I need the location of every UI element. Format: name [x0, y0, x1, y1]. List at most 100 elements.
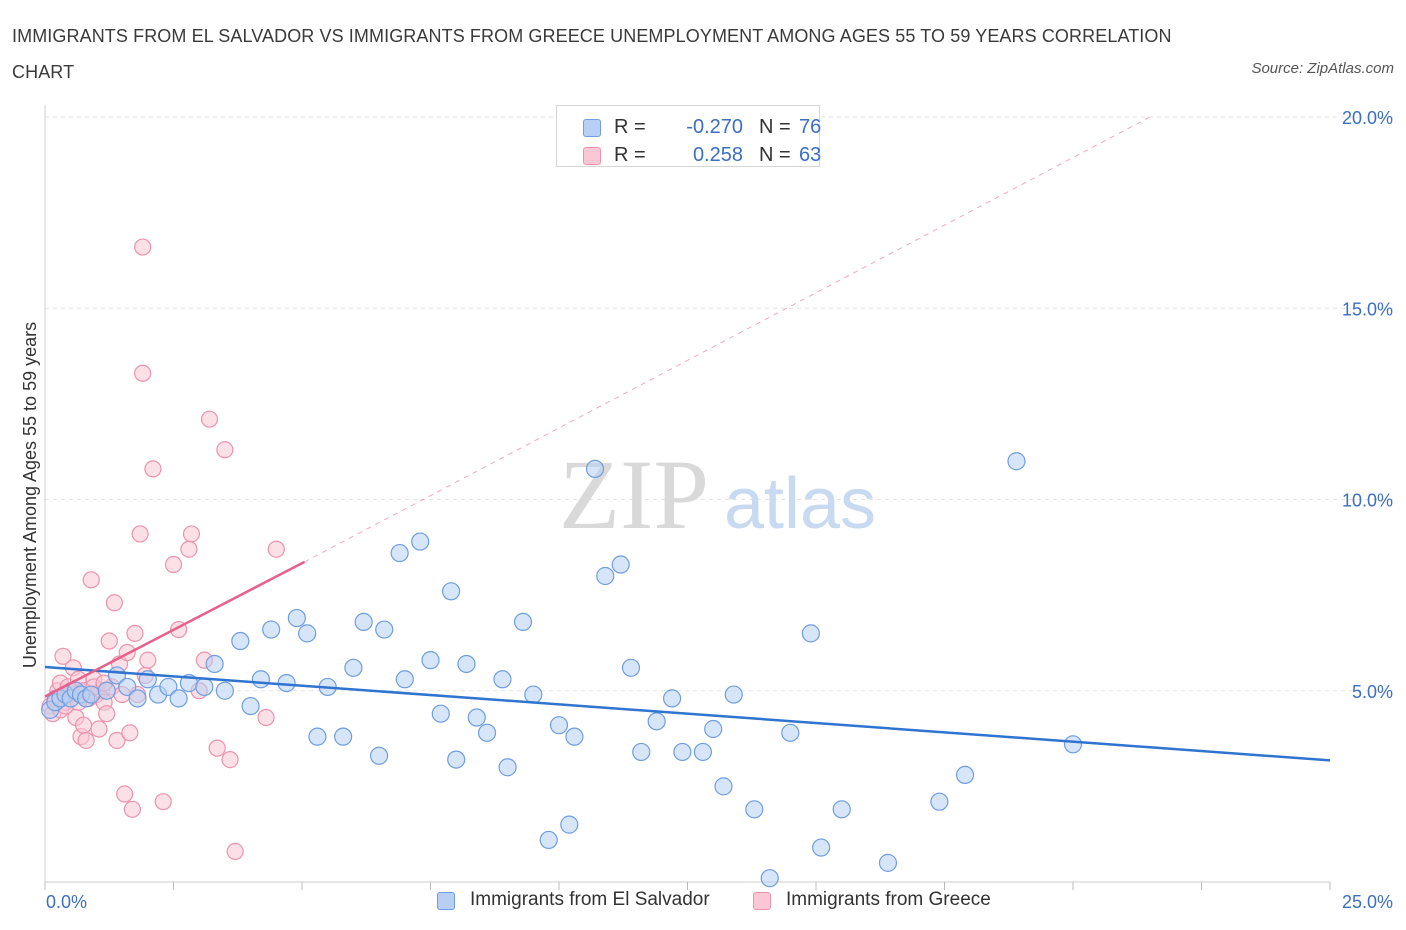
greece-point	[180, 540, 198, 558]
greece-point	[182, 525, 201, 543]
el-salvador-point	[205, 654, 224, 674]
el-salvador-point	[431, 704, 450, 723]
greece-point	[98, 705, 116, 723]
el-salvador-point	[395, 670, 414, 689]
r-label: R =	[614, 116, 646, 138]
el-salvador-point	[390, 543, 409, 563]
greece-point	[257, 708, 275, 727]
greece-point	[116, 785, 134, 803]
greece-points	[41, 238, 285, 861]
el-salvador-point	[1007, 452, 1026, 471]
el-salvador-point	[955, 765, 975, 785]
y-tick-label: 5.0%	[1352, 682, 1393, 702]
el-salvador-point	[493, 670, 512, 689]
greece-trend-line	[44, 560, 306, 698]
el-salvador-point	[724, 685, 743, 704]
greece-point	[108, 731, 126, 750]
el-salvador-point	[693, 742, 713, 762]
greece-point	[123, 800, 141, 818]
greece-point	[134, 238, 152, 256]
r-label: R =	[614, 144, 646, 166]
el-salvador-point	[524, 685, 543, 704]
el-salvador-point	[560, 815, 579, 834]
el-salvador-point	[596, 566, 615, 586]
n-value: 76	[799, 116, 822, 138]
source-label: Source: ZipAtlas.com	[1251, 60, 1394, 77]
greece-point	[221, 750, 239, 769]
el-salvador-point	[344, 658, 363, 677]
el-salvador-point	[118, 677, 137, 697]
greece-point	[216, 441, 234, 459]
grid-layer	[45, 116, 1395, 692]
el-salvador-point	[370, 746, 389, 765]
greece-point	[77, 731, 95, 750]
el-salvador-point	[241, 696, 260, 716]
el-salvador-point	[159, 677, 178, 697]
blue-swatch	[583, 119, 601, 137]
el-salvador-point	[565, 727, 584, 746]
greece-point	[90, 720, 108, 738]
el-salvador-point	[262, 620, 281, 639]
el-salvador-point	[662, 689, 682, 708]
greece-point	[134, 364, 152, 382]
greece-point	[154, 793, 172, 811]
el-salvador-point	[195, 677, 214, 697]
el-salvador-points	[41, 452, 1083, 888]
legend-label: Immigrants from El Salvador	[470, 889, 710, 910]
el-salvador-point	[801, 624, 820, 643]
el-salvador-point	[673, 742, 692, 762]
el-salvador-point	[447, 750, 466, 769]
el-salvador-point	[375, 620, 394, 639]
el-salvador-point	[467, 708, 486, 727]
el-salvador-point	[704, 719, 723, 739]
y-axis-label: Unemployment Among Ages 55 to 59 years	[20, 322, 40, 668]
el-salvador-point	[632, 742, 651, 762]
pink-swatch	[583, 147, 601, 165]
greece-point	[164, 555, 183, 574]
y-tick-labels: 5.0% 10.0% 15.0% 20.0%	[1342, 108, 1393, 702]
el-salvador-point	[513, 612, 533, 632]
pink-swatch	[753, 892, 771, 910]
el-salvador-point	[714, 777, 733, 796]
greece-point	[74, 716, 93, 734]
el-salvador-point	[215, 681, 234, 700]
el-salvador-point	[97, 681, 116, 700]
greece-point	[131, 525, 149, 543]
r-value: 0.258	[692, 144, 743, 166]
el-salvador-point	[169, 689, 188, 708]
greece-point	[126, 624, 144, 642]
el-salvador-point	[930, 792, 949, 811]
el-salvador-point	[334, 727, 353, 746]
el-salvador-point	[287, 608, 306, 628]
el-salvador-point	[832, 800, 851, 819]
el-salvador-point	[498, 758, 517, 777]
el-salvador-point	[441, 582, 461, 601]
chart-title: IMMIGRANTS FROM EL SALVADOR VS IMMIGRANT…	[12, 26, 1172, 82]
watermark-atlas: atlas	[724, 464, 876, 544]
blue-swatch	[437, 892, 455, 910]
y-tick-label: 15.0%	[1342, 299, 1393, 319]
el-salvador-point	[354, 612, 373, 632]
greece-point	[105, 594, 123, 612]
r-value: -0.270	[686, 116, 743, 138]
n-label: N =	[759, 144, 791, 166]
el-salvador-point	[539, 830, 558, 850]
el-salvador-point	[549, 716, 569, 735]
greece-point	[226, 842, 244, 861]
greece-point	[121, 724, 139, 742]
greece-point	[200, 410, 219, 428]
el-salvador-point	[457, 654, 476, 674]
x-tick-label-min: 0.0%	[46, 892, 87, 912]
y-tick-label: 20.0%	[1342, 108, 1393, 128]
el-salvador-point	[781, 723, 800, 742]
y-tick-label: 10.0%	[1342, 491, 1393, 511]
greece-point	[82, 571, 100, 589]
watermark-zip: ZIP	[559, 439, 709, 550]
el-salvador-point	[1063, 735, 1083, 754]
greece-point	[54, 647, 72, 665]
el-salvador-point	[878, 853, 898, 872]
el-salvador-point	[308, 727, 327, 746]
axis-layer	[44, 105, 1331, 890]
el-salvador-point	[251, 670, 270, 689]
el-salvador-point	[585, 459, 605, 478]
